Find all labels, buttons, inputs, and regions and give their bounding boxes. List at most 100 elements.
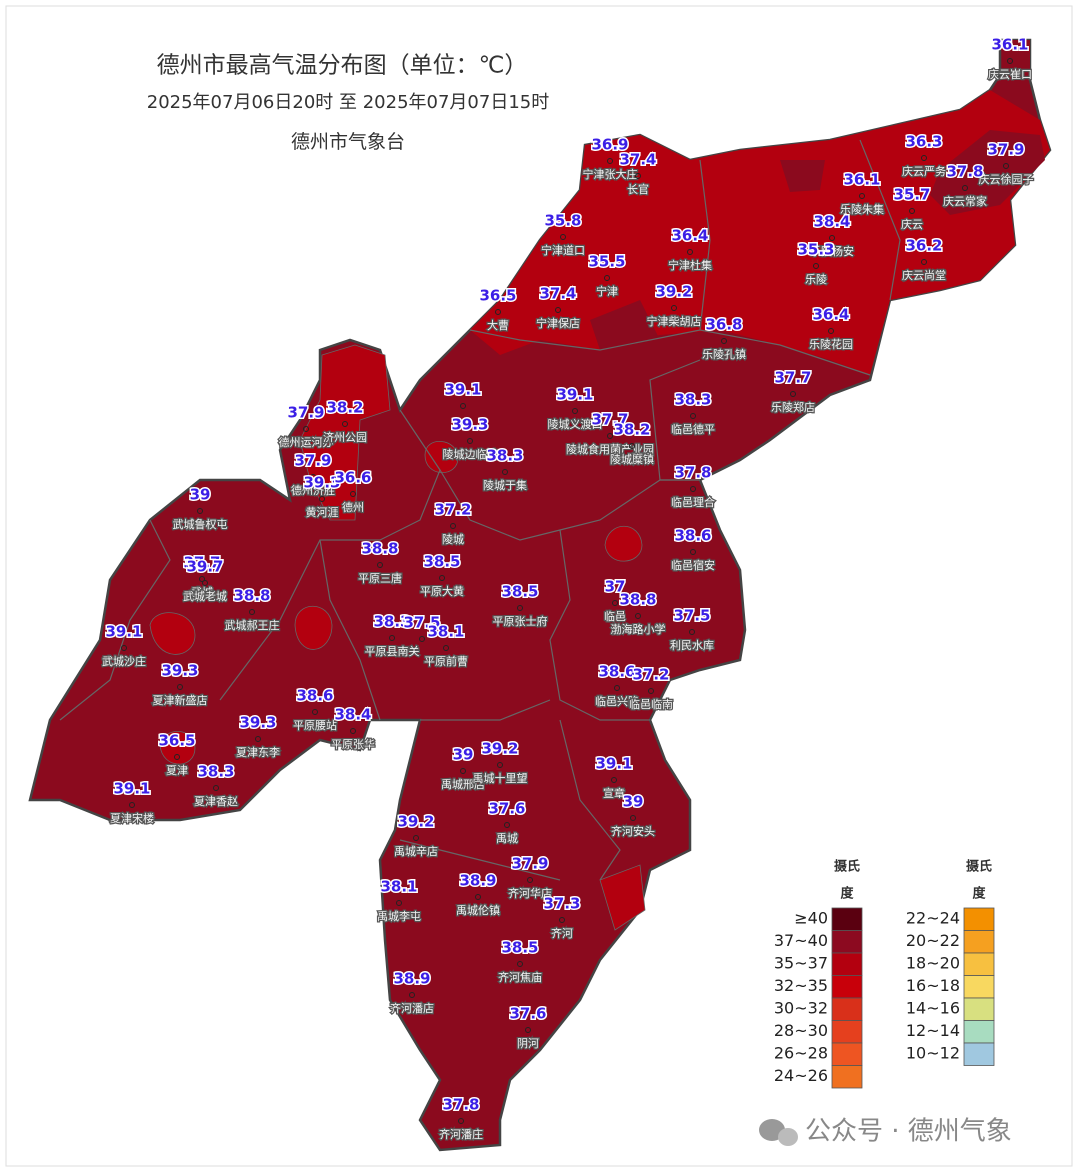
legend-title: 摄氏 <box>966 859 992 875</box>
station-name: 禹城邢店 <box>441 777 485 791</box>
station-dot <box>255 736 261 742</box>
station-name: 德州济胜 <box>291 483 335 497</box>
station-name: 夏津东李 <box>236 745 280 759</box>
station-value: 38.1 <box>380 878 417 896</box>
station-value: 38.9 <box>459 872 496 890</box>
station-name: 平原张士府 <box>493 614 548 628</box>
station-dot <box>1003 163 1009 169</box>
station-dot <box>921 155 927 161</box>
station-name: 乐陵花园 <box>809 338 853 351</box>
station-name: 临邑理合 <box>671 495 715 509</box>
station-value: 38.6 <box>598 663 635 681</box>
legend-label: 12~14 <box>906 1021 960 1040</box>
station-name: 平原大黄 <box>420 584 464 598</box>
station-name: 乐陵孔镇 <box>702 347 746 361</box>
station-name: 平原县南关 <box>365 644 420 658</box>
region-north <box>470 90 1050 375</box>
station-value: 37 <box>605 578 626 596</box>
legend-swatch <box>831 907 863 931</box>
legend-title: 摄氏 <box>834 859 860 875</box>
station-dot <box>350 491 356 497</box>
station-name: 齐河焦庙 <box>498 970 542 984</box>
station-value: 37.5 <box>403 614 440 632</box>
station-name: 宁津 <box>596 284 618 298</box>
station-value: 38.6 <box>674 527 711 545</box>
station-value: 37.7 <box>774 369 811 387</box>
station-value: 37.6 <box>509 1005 546 1023</box>
station-name: 禹城十里望 <box>473 771 528 785</box>
station-name: 禹城伦镇 <box>456 903 500 917</box>
station-dot <box>689 629 695 635</box>
station-dot <box>504 822 510 828</box>
station-dot <box>377 562 383 568</box>
station-dot <box>1007 58 1013 64</box>
station-value: 37.2 <box>434 501 471 519</box>
station-value: 39.1 <box>556 386 593 404</box>
station-dot <box>177 684 183 690</box>
legend-title: 度 <box>972 886 986 902</box>
station-value: 38.8 <box>233 587 270 605</box>
station-name: 禹城辛店 <box>394 844 438 858</box>
station-value: 35.5 <box>588 253 625 271</box>
legend-swatch <box>963 907 995 931</box>
legend-label: ≥40 <box>794 909 828 928</box>
station-value: 38.4 <box>334 706 371 724</box>
station-name: 庆云 <box>901 217 923 231</box>
station-dot <box>635 613 641 619</box>
station-value: 36.9 <box>591 136 628 154</box>
station-value: 38.3 <box>674 391 711 409</box>
station-name: 临邑德平 <box>671 422 715 436</box>
legend-swatch <box>963 1042 995 1066</box>
station-name: 临邑临南 <box>629 697 673 711</box>
stations: 庆云崔口 36.1 宁津张大庄 36.9 长官 37.4 庆云严务 36.3 庆云徐园子 37.9… <box>101 34 1035 1142</box>
station-value: 38.3 <box>486 447 523 465</box>
station-dot <box>635 173 641 179</box>
legend-label: 32~35 <box>774 976 828 995</box>
station-dot <box>310 474 316 480</box>
station-dot <box>413 835 419 841</box>
station-dot <box>121 645 127 651</box>
station-value: 35.8 <box>544 212 581 230</box>
station-dot <box>614 685 620 691</box>
station-name: 临邑宿安 <box>671 558 715 572</box>
station-name: 禹城李屯 <box>377 909 421 923</box>
station-dot <box>502 469 508 475</box>
station-dot <box>174 754 180 760</box>
station-value: 37.7 <box>183 554 220 572</box>
region-dark <box>590 40 1045 350</box>
station-dot <box>319 496 325 502</box>
station-value: 36.5 <box>479 287 516 305</box>
station-value: 38.2 <box>613 421 650 439</box>
station-name: 利民水库 <box>670 639 714 652</box>
station-dot <box>517 605 523 611</box>
station-value: 38.4 <box>813 213 850 231</box>
legend-label: 10~12 <box>906 1044 960 1063</box>
station-dot <box>202 580 208 586</box>
station-name: 黄河涯 <box>306 505 339 519</box>
station-name: 齐河 <box>551 926 573 940</box>
station-dot <box>409 992 415 998</box>
station-name: 德州运河办 <box>279 435 334 449</box>
legend-label: 35~37 <box>774 954 828 973</box>
legend-label: 20~22 <box>906 931 960 950</box>
station-value: 39.2 <box>481 740 518 758</box>
station-dot <box>962 185 968 191</box>
legend-swatch <box>963 975 995 999</box>
station-dot <box>607 433 613 439</box>
legend-label: 24~26 <box>774 1066 828 1085</box>
station-dot <box>829 235 835 241</box>
station-value: 37.3 <box>543 895 580 913</box>
watermark-icon <box>759 1119 798 1146</box>
station-value: 39.3 <box>451 416 488 434</box>
station-dot <box>611 777 617 783</box>
station-value: 39.3 <box>303 474 340 492</box>
legend: 摄氏度 ≥40 37~40 35~37 32~35 30~32 28~30 26~28 24~2… <box>774 859 995 1089</box>
legend-title: 度 <box>840 886 854 902</box>
station-name: 庆云尚堂 <box>902 268 946 282</box>
legend-label: 28~30 <box>774 1021 828 1040</box>
legend-label: 37~40 <box>774 931 828 950</box>
station-value: 35.3 <box>797 241 834 259</box>
legend-swatch <box>963 1020 995 1044</box>
station-value: 39 <box>623 793 644 811</box>
